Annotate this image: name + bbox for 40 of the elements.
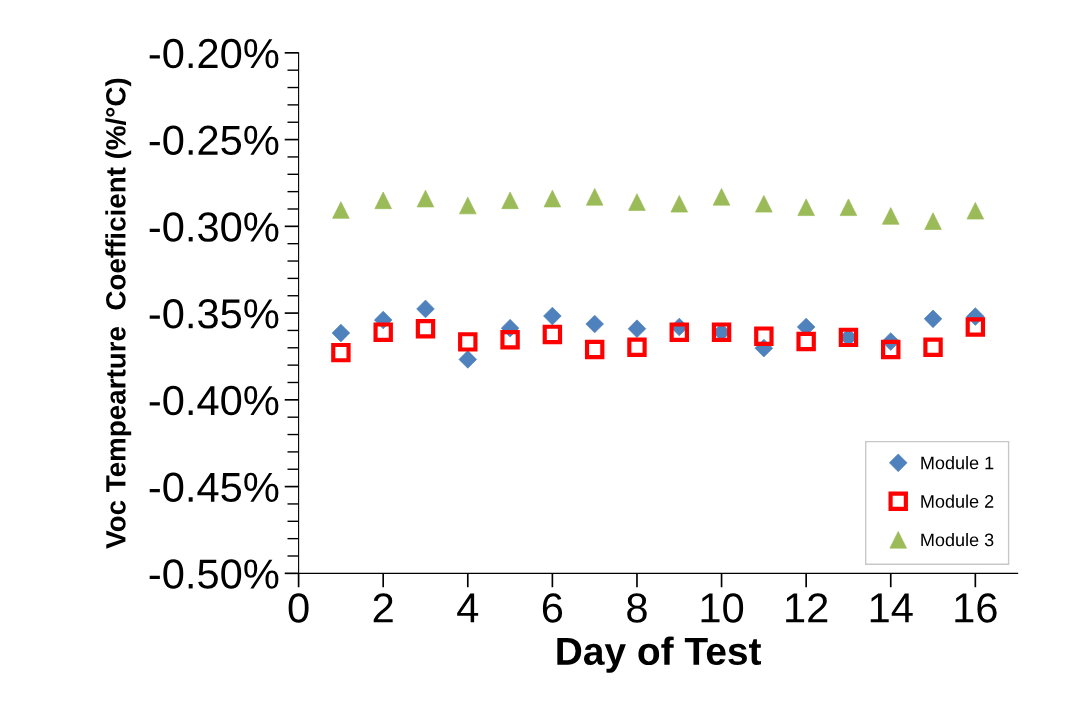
legend-label: Module 1 (921, 456, 994, 470)
x-tick-label: 16 (955, 593, 997, 623)
y-tick-label: -0.35% (149, 299, 279, 329)
x-tick-label: 0 (288, 593, 309, 623)
y-tick-label: -0.30% (149, 212, 279, 242)
x-axis-title: Day of Test (557, 636, 762, 673)
point (839, 198, 858, 216)
y-tick-label: -0.20% (149, 38, 279, 69)
x-tick-label: 10 (701, 593, 744, 623)
point (797, 198, 815, 216)
point (796, 331, 816, 352)
point (331, 342, 351, 363)
point (754, 326, 774, 346)
point (585, 314, 604, 334)
point (374, 191, 392, 209)
legend-label: Module 3 (921, 533, 994, 547)
y-axis-title: Voc Tempearture Coefficient (%/°C) (105, 78, 132, 549)
point (458, 332, 478, 352)
point (415, 318, 436, 339)
y-tick-label: -0.40% (149, 385, 279, 416)
point (584, 339, 605, 360)
y-tick-label: -0.45% (149, 472, 279, 503)
point (373, 322, 393, 342)
point (881, 339, 901, 360)
point (923, 337, 943, 357)
y-tick-label: -0.25% (149, 125, 279, 156)
x-tick-label: 4 (457, 593, 479, 623)
x-tick-label: 14 (870, 593, 913, 623)
x-tick-label: 12 (786, 593, 828, 623)
x-tick-label: 6 (542, 593, 563, 623)
x-tick-label: 8 (627, 593, 647, 623)
point (627, 337, 647, 357)
point (500, 330, 520, 350)
point (669, 322, 689, 342)
y-tick-label: -0.50% (149, 559, 279, 589)
legend-label: Module 2 (921, 494, 994, 508)
point (542, 324, 563, 345)
point (458, 350, 477, 369)
x-tick-label: 2 (373, 593, 393, 623)
point (965, 317, 986, 337)
